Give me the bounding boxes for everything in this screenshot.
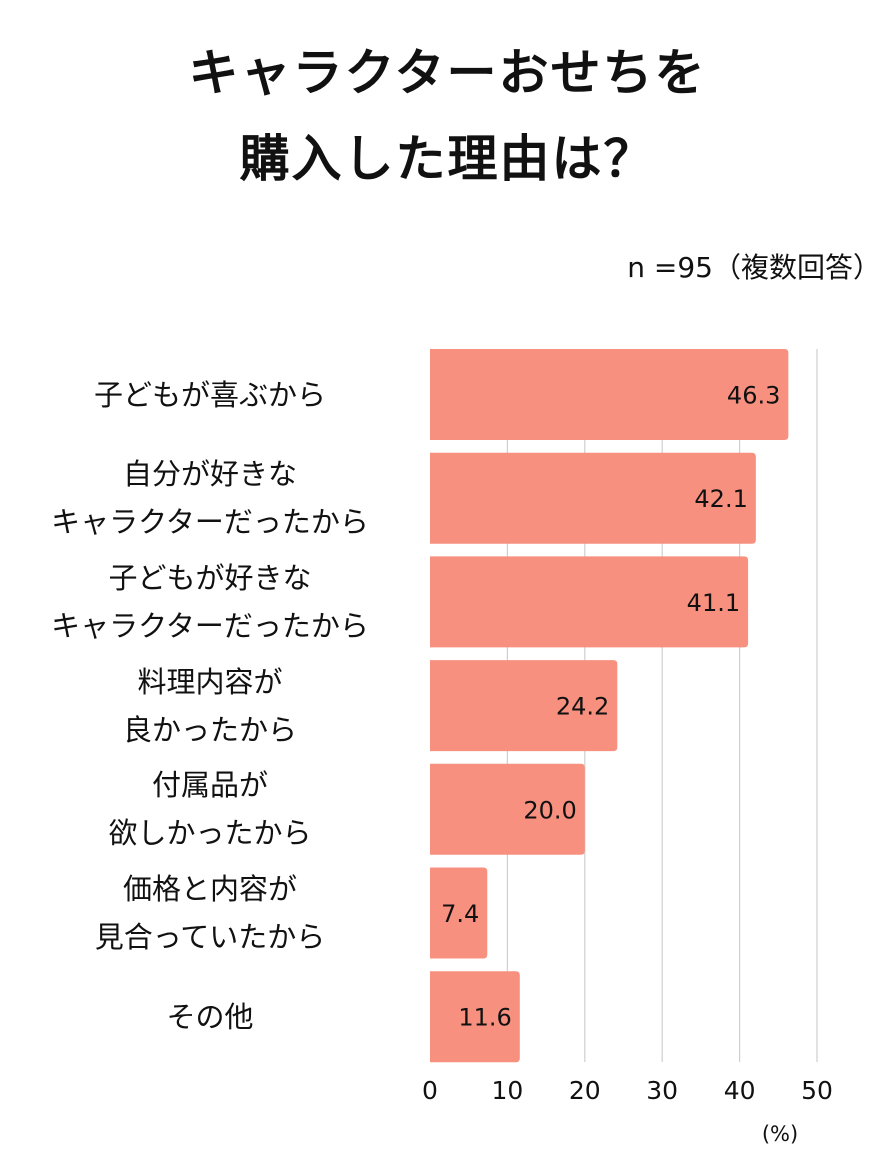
bar [430,763,585,855]
data-label: 46.3 [727,382,780,410]
chart-title: キャラクターおせちを 購入した理由は？ [0,30,895,202]
bar [430,556,749,648]
title-line-1: キャラクターおせちを [188,44,707,102]
category-label-line: キャラクターだったから [51,505,369,540]
category-label-line: その他 [166,999,254,1034]
x-unit-label: (%) [762,1122,798,1146]
category-label: 子どもが好きなキャラクターだったから [0,554,420,650]
category-label-line: 見合っていたから [94,920,326,954]
bar [430,660,618,752]
category-label: 付属品が欲しかったから [0,761,420,857]
category-label-line: 子どもが喜ぶから [93,377,326,412]
category-label: 価格と内容が 見合っていたから [0,865,420,961]
category-label-line: キャラクターだったから [51,608,369,643]
x-tick-label: 40 [724,1076,756,1105]
category-label-line: 欲しかったから [108,816,312,851]
x-tick-label: 20 [569,1076,601,1105]
bar [430,867,488,959]
category-label-line: 価格と内容が [122,872,297,906]
bar [430,971,520,1063]
data-label: 20.0 [523,796,576,824]
bar [430,452,756,544]
x-tick-label: 30 [646,1076,678,1105]
sample-note: n =95（複数回答） [627,251,881,284]
x-tick-label: 0 [422,1076,438,1105]
category-label: 子どもが喜ぶから [0,371,420,419]
data-label: 11.6 [458,1004,511,1032]
category-label-line: 良かったから [122,712,297,747]
title-line-2: 購入した理由は？ [239,130,656,188]
category-label: その他 [0,993,420,1041]
bar [430,349,789,440]
data-label: 42.1 [694,485,747,513]
category-label-line: 子どもが好きな [108,560,312,595]
x-tick-label: 10 [491,1076,523,1105]
data-label: 41.1 [687,589,740,617]
category-label-line: 付属品が [151,768,268,803]
data-label: 7.4 [441,900,479,928]
category-label-line: 自分が好きな [122,457,297,492]
category-label-line: 料理内容が [137,664,283,699]
x-tick-label: 50 [801,1076,833,1105]
category-label: 料理内容が良かったから [0,658,420,754]
category-label: 自分が好きなキャラクターだったから [0,450,420,546]
data-label: 24.2 [556,693,609,721]
